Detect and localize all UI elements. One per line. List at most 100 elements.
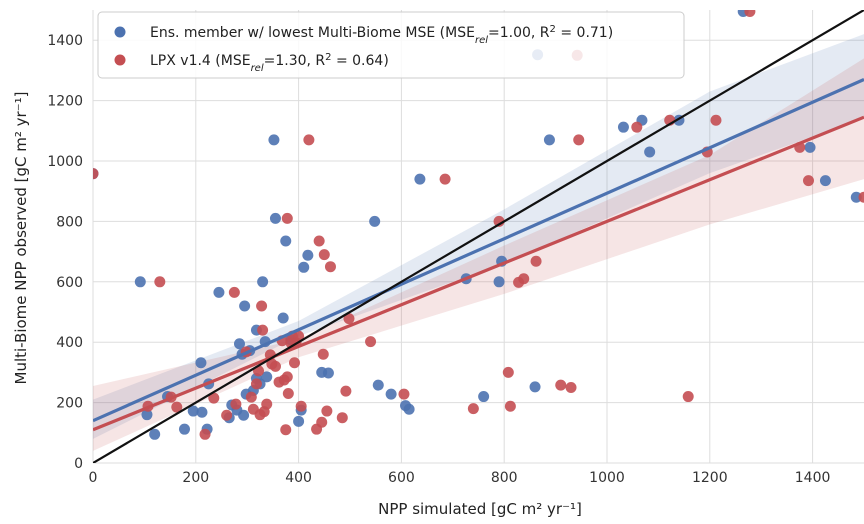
data-point-series-1 [324, 261, 336, 273]
data-point-series-1 [365, 336, 377, 348]
data-point-series-1 [256, 300, 268, 312]
y-tick-label: 1400 [47, 33, 83, 49]
data-point-series-0 [322, 367, 334, 379]
y-tick-label: 200 [56, 396, 83, 412]
y-tick-label: 600 [56, 275, 83, 291]
x-tick-label: 800 [491, 470, 518, 486]
data-point-series-1 [295, 400, 307, 412]
data-point-series-0 [644, 146, 656, 158]
data-point-series-0 [804, 141, 816, 153]
data-point-series-0 [239, 300, 251, 312]
y-tick-label: 800 [56, 214, 83, 230]
data-point-series-0 [543, 134, 555, 146]
data-point-series-1 [317, 348, 329, 360]
data-point-series-0 [238, 409, 250, 421]
data-point-series-0 [268, 134, 280, 146]
data-point-series-1 [250, 378, 262, 390]
data-point-series-1 [293, 330, 305, 342]
data-point-series-1 [281, 371, 293, 383]
legend-label-lpx: LPX v1.4 (MSErel=1.30, R2 = 0.64) [150, 52, 389, 74]
legend-box [97, 11, 685, 79]
data-point-series-1 [280, 424, 292, 436]
data-point-series-1 [573, 134, 585, 146]
data-point-series-0 [195, 357, 207, 369]
data-point-series-0 [850, 191, 862, 203]
fit-lines [93, 10, 864, 463]
x-tick-label: 1200 [692, 470, 728, 486]
x-tick-label: 400 [285, 470, 312, 486]
data-point-series-0 [385, 388, 397, 400]
x-tick-label: 200 [182, 470, 209, 486]
y-tick-label: 0 [74, 456, 83, 472]
data-point-series-0 [196, 406, 208, 418]
data-point-series-0 [478, 391, 490, 403]
data-point-series-0 [178, 423, 190, 435]
data-point-series-0 [269, 212, 281, 224]
data-point-series-1 [682, 391, 694, 403]
legend-marker-ensemble [114, 26, 126, 38]
data-point-series-0 [414, 173, 426, 185]
data-point-series-1 [281, 212, 293, 224]
y-tick-label: 400 [56, 335, 83, 351]
y-tick-label: 1200 [47, 94, 83, 110]
data-point-series-1 [802, 175, 814, 187]
data-point-series-1 [303, 134, 315, 146]
data-point-series-1 [493, 215, 505, 227]
data-point-series-0 [293, 415, 305, 427]
data-point-series-0 [280, 235, 292, 247]
data-point-series-0 [261, 371, 273, 383]
regression-line-0 [93, 77, 864, 423]
data-point-series-1 [228, 286, 240, 298]
data-point-series-1 [93, 168, 99, 180]
data-point-series-0 [369, 215, 381, 227]
data-point-series-0 [298, 261, 310, 273]
data-point-series-0 [187, 405, 199, 417]
data-point-series-0 [493, 276, 505, 288]
data-point-series-0 [257, 276, 269, 288]
data-point-series-1 [261, 398, 273, 410]
data-point-series-1 [504, 400, 516, 412]
data-point-series-1 [502, 366, 514, 378]
data-point-series-1 [343, 313, 355, 325]
data-point-series-1 [439, 173, 451, 185]
data-point-series-1 [208, 392, 220, 404]
legend-label-ensemble: Ens. member w/ lowest Multi-Biome MSE (M… [150, 24, 613, 46]
data-point-series-0 [277, 312, 289, 324]
data-point-series-0 [213, 286, 225, 298]
data-point-series-1 [744, 10, 756, 18]
one-to-one-line [93, 10, 864, 463]
data-point-series-0 [819, 175, 831, 187]
data-point-series-1 [282, 388, 294, 400]
data-point-series-1 [199, 428, 211, 440]
regression-line-1 [93, 115, 864, 432]
data-point-series-1 [710, 114, 722, 126]
legend-marker-lpx [114, 54, 126, 66]
data-point-series-1 [467, 403, 479, 415]
data-point-series-1 [318, 249, 330, 261]
data-point-series-1 [518, 273, 530, 285]
data-point-series-0 [372, 379, 384, 391]
data-point-series-1 [230, 398, 242, 410]
data-point-series-1 [154, 276, 166, 288]
tick-labels: 0 200 400 600 800 1000 1200 1400 0 200 400 600 800 10… [47, 33, 830, 486]
data-point-series-1 [257, 324, 269, 336]
data-point-series-1 [316, 416, 328, 428]
data-point-series-0 [403, 403, 415, 415]
x-tick-label: 0 [89, 470, 98, 486]
data-point-series-1 [631, 121, 643, 133]
data-point-series-1 [398, 388, 410, 400]
data-point-series-1 [858, 191, 864, 203]
data-point-series-0 [529, 381, 541, 393]
data-point-series-1 [555, 379, 567, 391]
data-point-series-0 [134, 276, 146, 288]
data-point-series-0 [302, 249, 314, 261]
x-tick-label: 600 [388, 470, 415, 486]
y-axis-label: Multi-Biome NPP observed [gC m² yr⁻¹] [12, 91, 30, 384]
data-point-series-1 [221, 409, 233, 421]
y-tick-label: 1000 [47, 154, 83, 170]
x-axis-label: NPP simulated [gC m² yr⁻¹] [378, 500, 582, 518]
x-tick-label: 1000 [589, 470, 625, 486]
data-point-series-1 [336, 412, 348, 424]
legend: Ens. member w/ lowest Multi-Biome MSE (M… [97, 11, 685, 79]
